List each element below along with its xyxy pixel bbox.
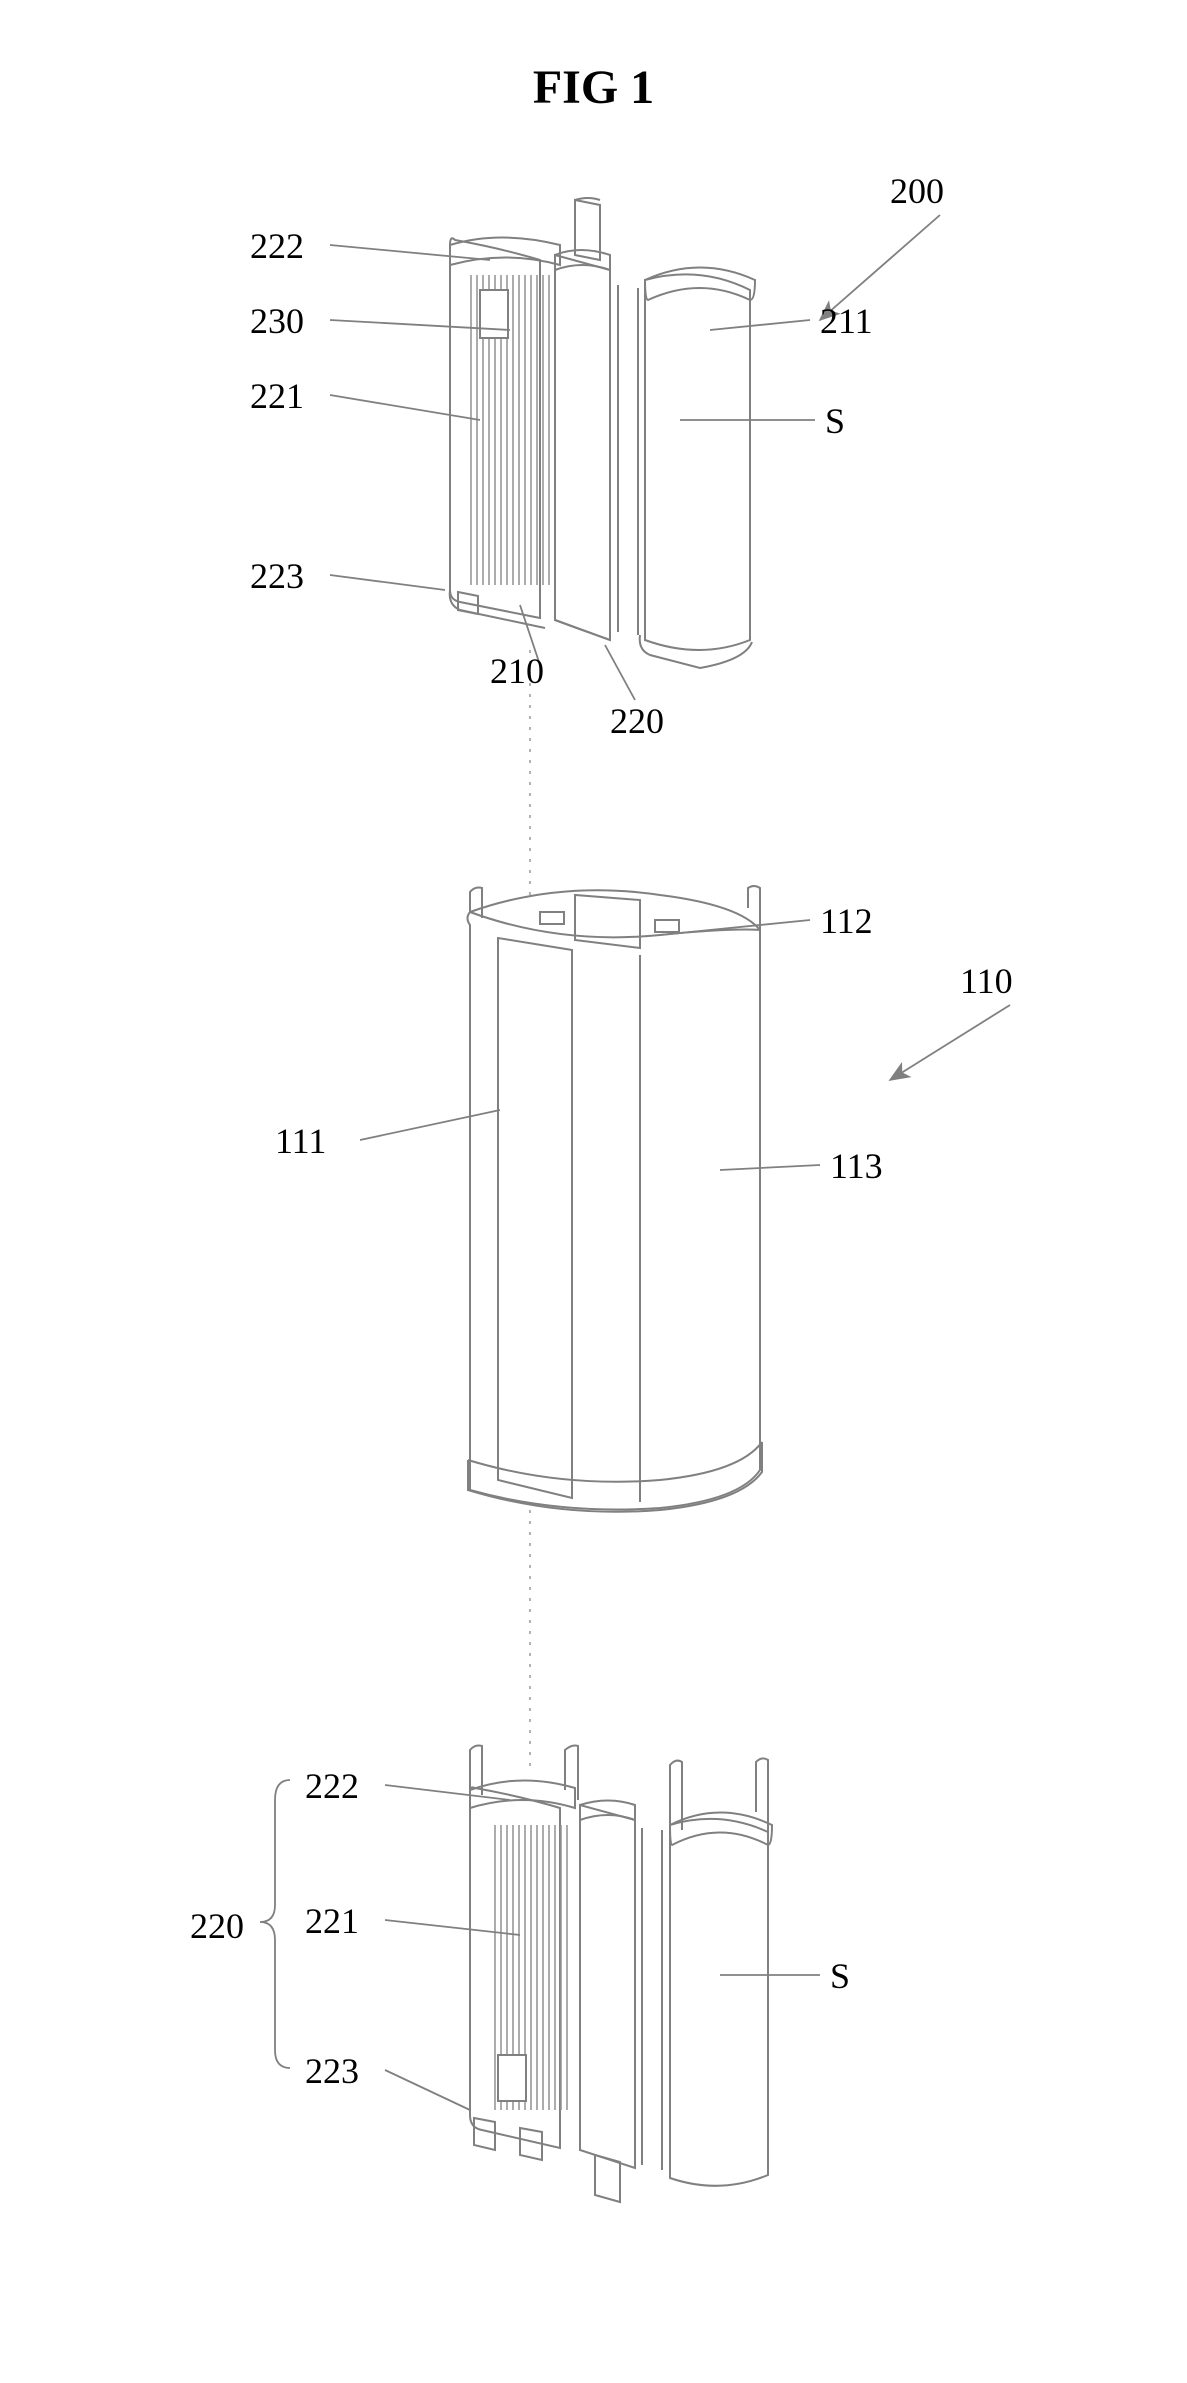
label-200: 200 bbox=[890, 170, 944, 212]
part-211 bbox=[645, 274, 750, 650]
label-110: 110 bbox=[960, 960, 1013, 1002]
label-112: 112 bbox=[820, 900, 873, 942]
part-113-outer bbox=[468, 890, 761, 1509]
part-210 bbox=[555, 255, 610, 640]
label-211: 211 bbox=[820, 300, 873, 342]
label-222-top: 222 bbox=[250, 225, 304, 267]
label-113: 113 bbox=[830, 1145, 883, 1187]
label-220-top: 220 bbox=[610, 700, 664, 742]
figure-title: FIG 1 bbox=[0, 60, 1187, 115]
label-230: 230 bbox=[250, 300, 304, 342]
label-221-bot: 221 bbox=[305, 1900, 359, 1942]
label-S-bot: S bbox=[830, 1955, 850, 1997]
assembly-200-bottom bbox=[470, 1746, 772, 2203]
label-223-bot: 223 bbox=[305, 2050, 359, 2092]
label-210: 210 bbox=[490, 650, 544, 692]
part-111 bbox=[498, 938, 572, 1498]
assembly-200 bbox=[450, 198, 755, 668]
figure-diagram bbox=[0, 0, 1187, 2383]
label-222-bot: 222 bbox=[305, 1765, 359, 1807]
label-S-top: S bbox=[825, 400, 845, 442]
assembly-110 bbox=[468, 886, 763, 1512]
label-111: 111 bbox=[275, 1120, 326, 1162]
label-221-top: 221 bbox=[250, 375, 304, 417]
label-223-top: 223 bbox=[250, 555, 304, 597]
label-220-bot: 220 bbox=[190, 1905, 244, 1947]
